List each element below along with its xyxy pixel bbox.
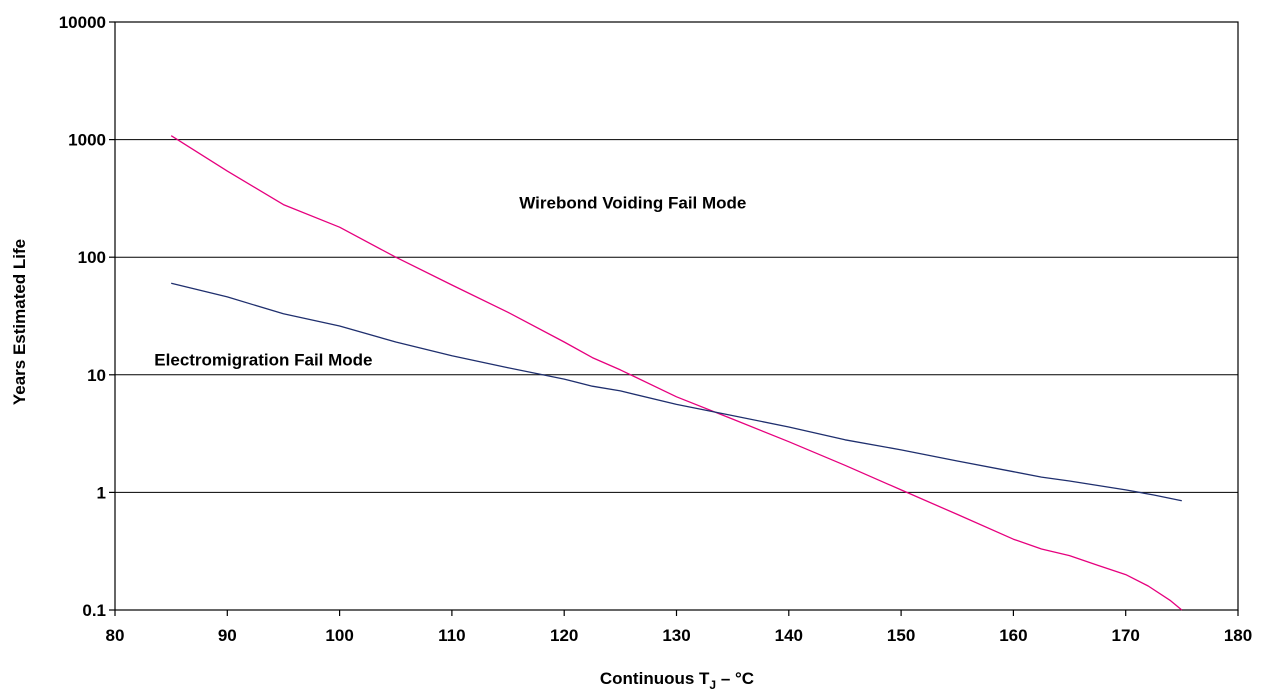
- x-tick-label: 110: [438, 626, 465, 645]
- x-axis-title-suffix: – °C: [716, 669, 754, 688]
- x-axis-title: Continuous TJ – °C: [600, 669, 754, 692]
- annotation-layer: Wirebond Voiding Fail Mode Electromigrati…: [154, 193, 746, 369]
- y-axis: 0.1 1 10 100 1000 10000: [59, 13, 115, 620]
- x-tick-label: 150: [887, 626, 915, 645]
- y-tick-label: 0.1: [82, 601, 106, 620]
- plot-frame: [114, 21, 1239, 611]
- x-tick-label: 160: [999, 626, 1027, 645]
- x-tick-label: 120: [550, 626, 578, 645]
- x-tick-label: 170: [1112, 626, 1140, 645]
- x-tick-label: 130: [662, 626, 690, 645]
- y-tick-label: 10: [87, 366, 106, 385]
- x-tick-label: 80: [106, 626, 125, 645]
- series-line-1: [170, 135, 1183, 611]
- x-axis: 80 90 100 110 120 130 140 150 160 170 180: [106, 610, 1252, 645]
- annotation-1: Wirebond Voiding Fail Mode: [519, 193, 746, 212]
- x-tick-label: 90: [218, 626, 237, 645]
- y-tick-label: 100: [78, 248, 106, 267]
- y-tick-label: 10000: [59, 13, 106, 32]
- y-tick-label: 1000: [68, 131, 106, 150]
- gridlines: [115, 139, 1238, 493]
- x-tick-label: 180: [1224, 626, 1252, 645]
- x-axis-title-subscript: J: [709, 678, 716, 692]
- y-axis-title: Years Estimated Life: [10, 239, 29, 405]
- x-axis-title-main: Continuous T: [600, 669, 710, 688]
- series-layer: [170, 135, 1183, 611]
- x-tick-label: 140: [775, 626, 803, 645]
- series-line-2: [171, 282, 1182, 502]
- x-tick-label: 100: [325, 626, 353, 645]
- annotation-2: Electromigration Fail Mode: [154, 350, 372, 369]
- y-tick-label: 1: [97, 483, 106, 502]
